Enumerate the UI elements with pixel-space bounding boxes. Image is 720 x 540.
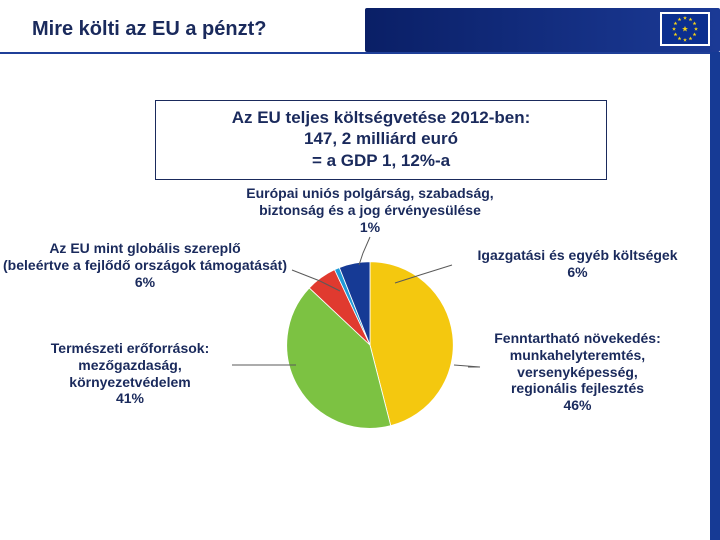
page-title: Mire költi az EU a pénzt? bbox=[32, 18, 266, 40]
label-citizenship: Európai uniós polgárság, szabadság, bizt… bbox=[210, 185, 530, 235]
summary-line-1: Az EU teljes költségvetése 2012-ben: bbox=[166, 107, 596, 128]
slide: { "header": { "title": "Mire költi az EU… bbox=[0, 0, 720, 540]
summary-box: Az EU teljes költségvetése 2012-ben: 147… bbox=[155, 100, 607, 180]
header-title-wrap: Mire költi az EU a pénzt? bbox=[0, 18, 720, 41]
side-accent-bar bbox=[710, 52, 720, 540]
summary-line-3: = a GDP 1, 12%-a bbox=[166, 150, 596, 171]
pie-svg bbox=[285, 260, 455, 430]
label-natural-resources: Természeti erőforrások: mezőgazdaság, kö… bbox=[30, 340, 230, 407]
header: Mire költi az EU a pénzt? bbox=[0, 0, 720, 72]
label-sustainable-growth: Fenntartható növekedés: munkahelyteremté… bbox=[470, 330, 685, 414]
header-underline bbox=[0, 52, 720, 54]
eu-flag-icon bbox=[660, 12, 710, 46]
summary-line-2: 147, 2 milliárd euró bbox=[166, 128, 596, 149]
label-admin-other: Igazgatási és egyéb költségek 6% bbox=[455, 247, 700, 281]
label-global-player: Az EU mint globális szereplő (beleértve … bbox=[0, 240, 290, 290]
pie-chart: Európai uniós polgárság, szabadság, bizt… bbox=[0, 185, 710, 515]
